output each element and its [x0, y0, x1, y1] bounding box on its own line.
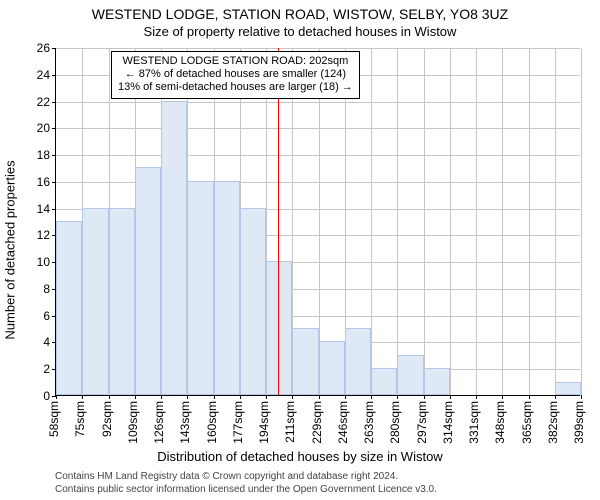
y-tick-label: 8: [43, 282, 56, 296]
histogram-bar: [397, 355, 423, 395]
marker-line: [278, 48, 279, 395]
gridline-v: [476, 48, 477, 395]
tick-mark-x: [82, 395, 83, 399]
x-tick-label: 263sqm: [362, 401, 376, 444]
tick-mark-x: [450, 395, 451, 399]
credits: Contains HM Land Registry data © Crown c…: [55, 471, 437, 496]
histogram-bar: [292, 328, 318, 395]
tick-mark-x: [135, 395, 136, 399]
tick-mark-x: [476, 395, 477, 399]
chart-title-main: WESTEND LODGE, STATION ROAD, WISTOW, SEL…: [0, 6, 600, 22]
tick-mark-x: [240, 395, 241, 399]
tick-mark-x: [345, 395, 346, 399]
gridline-v: [581, 48, 582, 395]
gridline-v: [450, 48, 451, 395]
tick-mark-x: [187, 395, 188, 399]
y-tick-label: 10: [37, 255, 56, 269]
tick-mark-x: [56, 395, 57, 399]
annotation-line-1: WESTEND LODGE STATION ROAD: 202sqm: [118, 55, 353, 68]
x-tick-label: 348sqm: [493, 401, 507, 444]
x-tick-label: 75sqm: [73, 401, 87, 437]
x-tick-label: 297sqm: [415, 401, 429, 444]
x-tick-label: 211sqm: [283, 401, 297, 443]
gridline-v: [397, 48, 398, 395]
histogram-bar: [135, 167, 161, 395]
tick-mark-x: [161, 395, 162, 399]
histogram-bar: [555, 382, 581, 395]
tick-mark-x: [319, 395, 320, 399]
x-tick-label: 331sqm: [467, 401, 481, 444]
tick-mark-x: [424, 395, 425, 399]
credits-line-1: Contains HM Land Registry data © Crown c…: [55, 471, 437, 484]
y-tick-label: 12: [37, 228, 56, 242]
x-tick-label: 160sqm: [205, 401, 219, 444]
annotation-line-3: 13% of semi-detached houses are larger (…: [118, 81, 353, 94]
histogram-bar: [109, 208, 135, 395]
y-tick-label: 18: [37, 148, 56, 162]
x-axis-label: Distribution of detached houses by size …: [0, 449, 600, 464]
y-tick-label: 20: [37, 121, 56, 135]
gridline-v: [424, 48, 425, 395]
histogram-bar: [371, 368, 397, 395]
x-tick-label: 314sqm: [441, 401, 455, 444]
x-tick-label: 280sqm: [388, 401, 402, 444]
tick-mark-x: [502, 395, 503, 399]
tick-mark-x: [529, 395, 530, 399]
credits-line-2: Contains public sector information licen…: [55, 484, 437, 497]
tick-mark-x: [214, 395, 215, 399]
histogram-bar: [345, 328, 371, 395]
x-tick-label: 229sqm: [310, 401, 324, 444]
y-tick-label: 6: [43, 309, 56, 323]
histogram-bar: [82, 208, 108, 395]
x-tick-label: 92sqm: [100, 401, 114, 437]
gridline-v: [371, 48, 372, 395]
chart-title-sub: Size of property relative to detached ho…: [0, 24, 600, 39]
tick-mark-x: [555, 395, 556, 399]
gridline-v: [555, 48, 556, 395]
histogram-bar: [161, 101, 187, 395]
x-tick-label: 58sqm: [47, 401, 61, 437]
histogram-bar: [187, 181, 213, 395]
histogram-bar: [319, 341, 345, 395]
tick-mark-x: [581, 395, 582, 399]
plot-area: 0246810121416182022242658sqm75sqm92sqm10…: [55, 48, 580, 396]
x-tick-label: 246sqm: [336, 401, 350, 444]
y-tick-label: 16: [37, 175, 56, 189]
x-tick-label: 194sqm: [257, 401, 271, 444]
tick-mark-x: [266, 395, 267, 399]
histogram-bar: [240, 208, 266, 395]
histogram-bar: [214, 181, 240, 395]
y-tick-label: 14: [37, 202, 56, 216]
x-tick-label: 177sqm: [231, 401, 245, 444]
y-tick-label: 2: [43, 362, 56, 376]
x-tick-label: 126sqm: [152, 401, 166, 444]
annotation-line-2: ← 87% of detached houses are smaller (12…: [118, 68, 353, 81]
x-tick-label: 143sqm: [178, 401, 192, 444]
y-tick-label: 26: [37, 41, 56, 55]
tick-mark-x: [397, 395, 398, 399]
y-axis-label: Number of detached properties: [3, 160, 18, 339]
marker-annotation: WESTEND LODGE STATION ROAD: 202sqm ← 87%…: [111, 51, 360, 99]
y-tick-label: 4: [43, 335, 56, 349]
x-tick-label: 365sqm: [520, 401, 534, 444]
tick-mark-x: [371, 395, 372, 399]
x-tick-label: 109sqm: [126, 401, 140, 444]
histogram-bar: [424, 368, 450, 395]
x-tick-label: 382sqm: [546, 401, 560, 444]
y-tick-label: 22: [37, 95, 56, 109]
gridline-v: [529, 48, 530, 395]
tick-mark-x: [109, 395, 110, 399]
y-tick-label: 24: [37, 68, 56, 82]
chart-container: WESTEND LODGE, STATION ROAD, WISTOW, SEL…: [0, 0, 600, 500]
tick-mark-x: [292, 395, 293, 399]
gridline-v: [502, 48, 503, 395]
histogram-bar: [56, 221, 82, 395]
x-tick-label: 399sqm: [572, 401, 586, 444]
